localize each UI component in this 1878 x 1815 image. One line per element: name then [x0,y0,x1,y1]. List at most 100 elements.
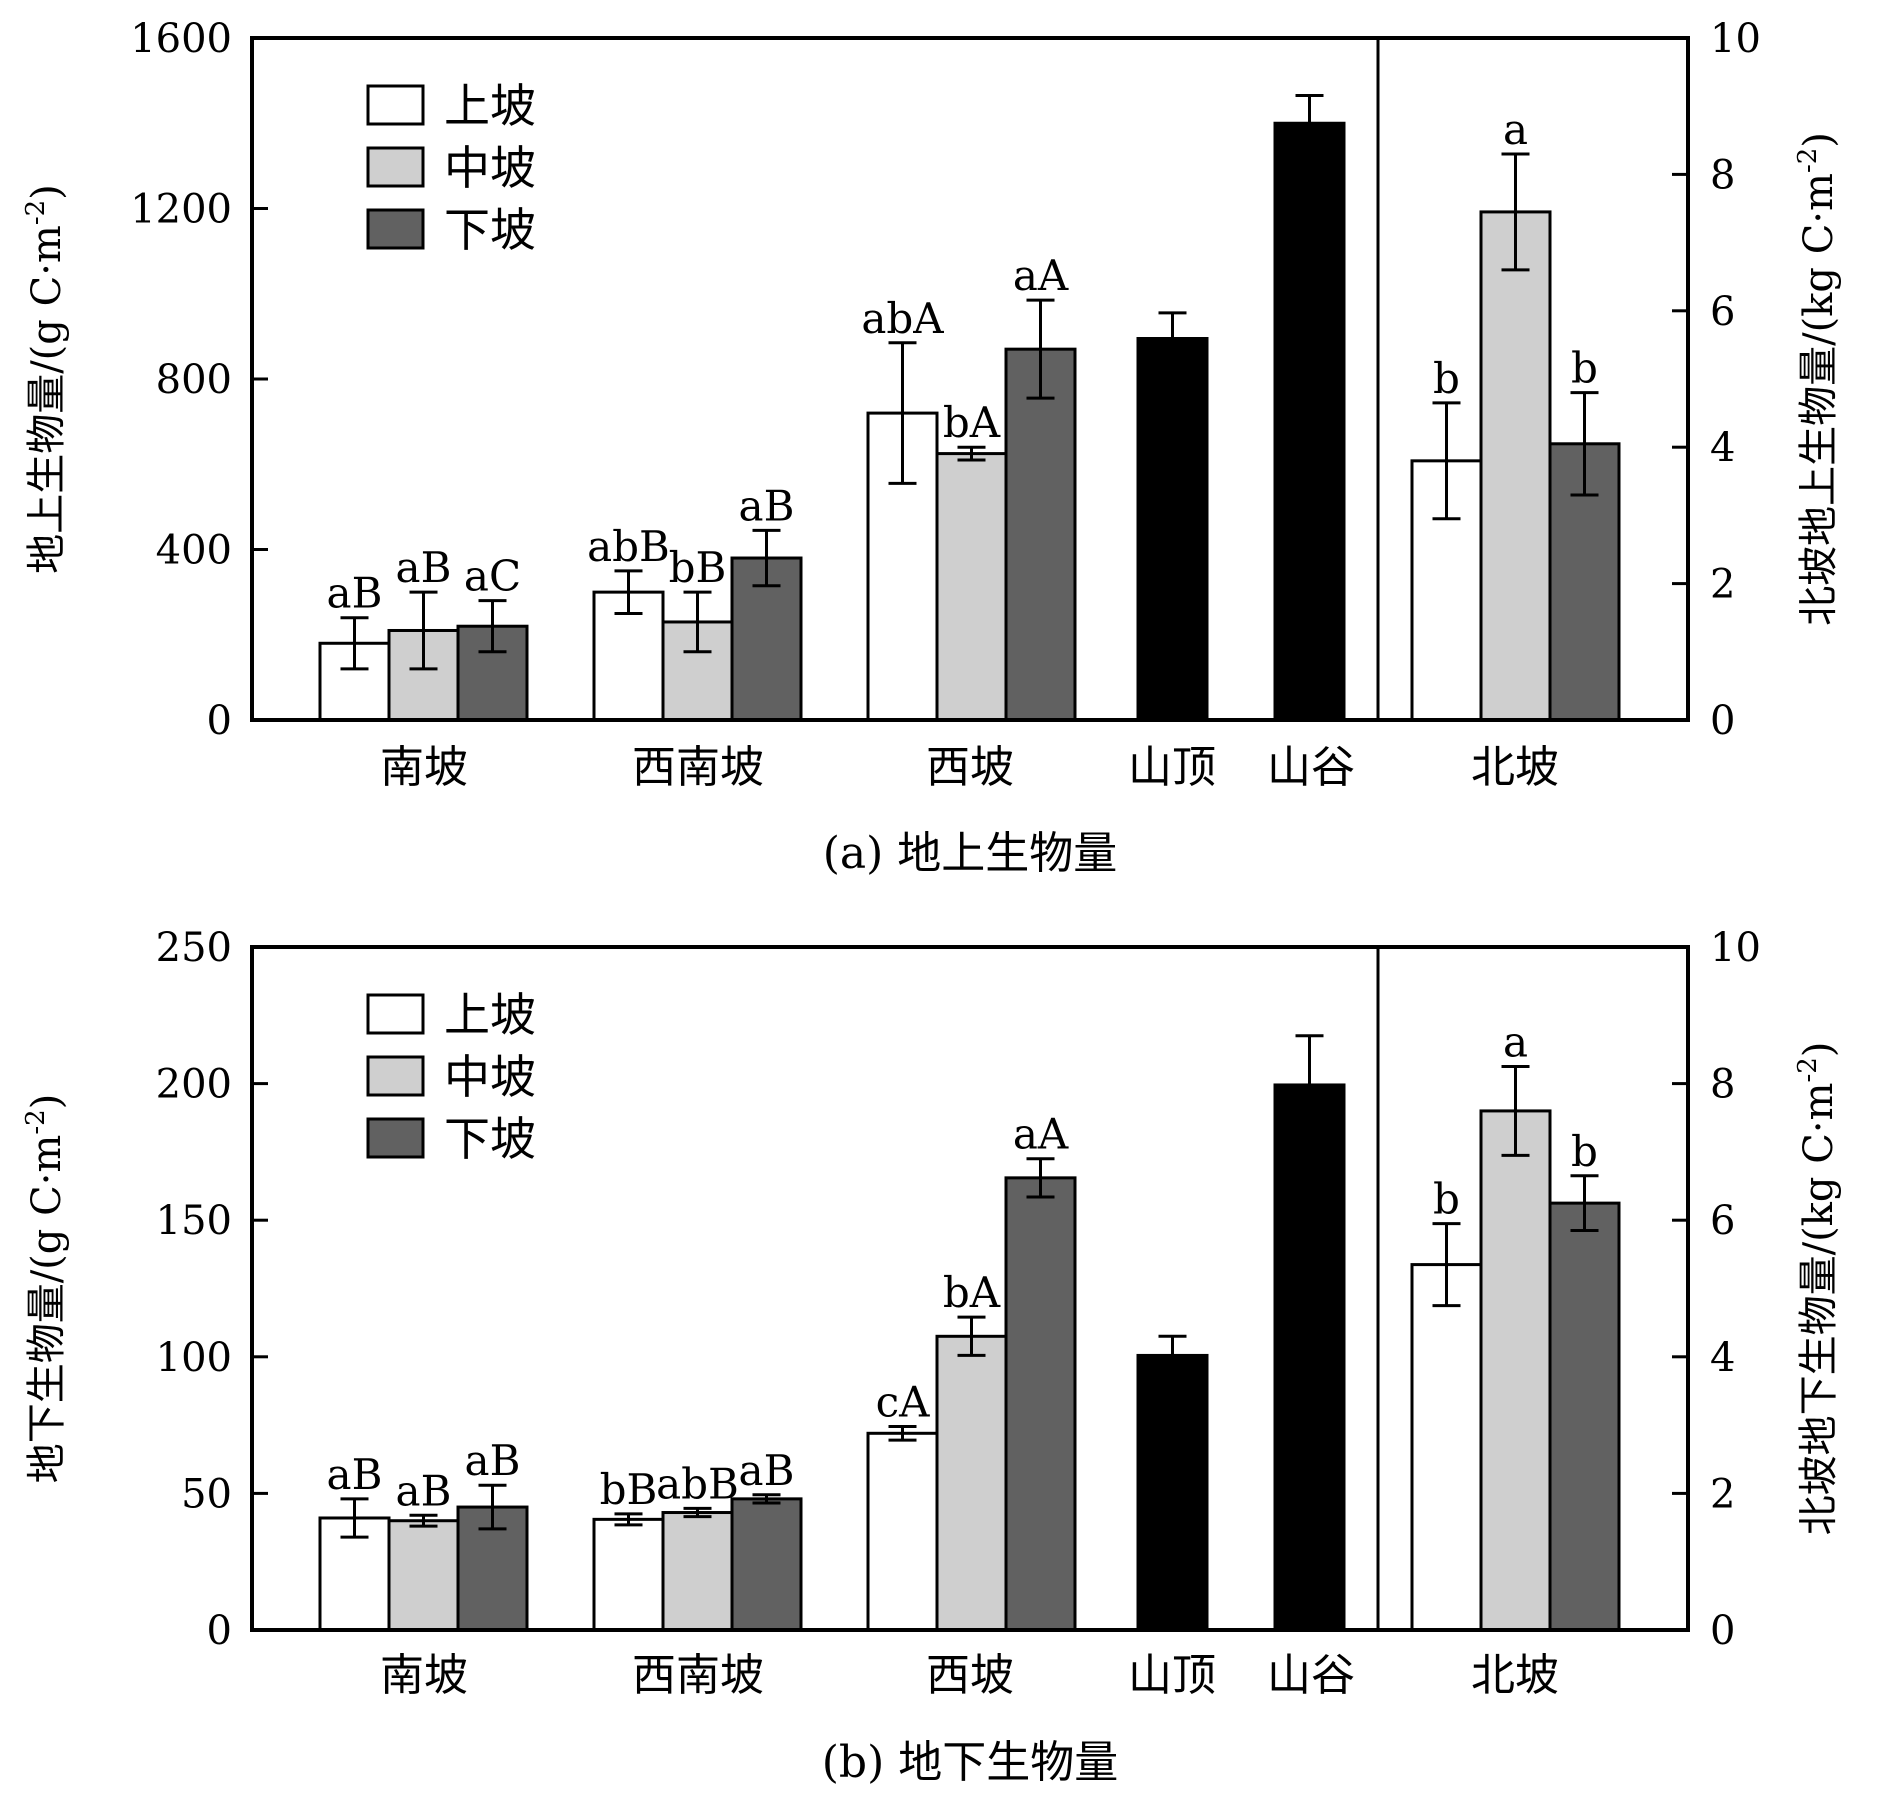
bar-group: 山顶 [1128,311,1216,793]
legend-swatch [366,146,425,188]
significance-letter: bA [943,1268,1001,1317]
bar [935,452,1008,722]
right-axis-title-sup: -2 [1793,1057,1823,1082]
bar [866,1431,939,1632]
bar [1273,121,1346,722]
bar [592,1517,665,1632]
left-axis: 0 50 100 150 200 250 [156,925,268,1654]
error-bar [478,1483,507,1531]
right-tick-label: 8 [1710,1062,1735,1108]
significance-letter: abB [587,522,670,571]
legend-label: 下坡 [444,203,536,257]
left-tick-label: 0 [207,698,232,744]
right-tick-label: 4 [1710,1335,1735,1381]
significance-letter: aB [739,481,795,530]
significance-letter: aA [1013,1110,1069,1159]
right-tick-label: 0 [1710,1608,1735,1654]
right-tick-label: 2 [1710,562,1735,608]
significance-letter: b [1571,1127,1598,1176]
right-axis-title: 北坡地下生物量/(kg C·m-2) [1793,1042,1842,1536]
category-label: 山顶 [1128,742,1216,793]
legend-swatch [366,1055,425,1097]
error-bar [752,528,781,588]
significance-letter: b [1433,354,1460,403]
error-bar [1158,1334,1187,1377]
left-axis-title-main: 地上生物量/(g C·m [24,225,70,574]
left-axis: 0 400 800 1200 1600 [130,16,268,744]
left-axis-title-close: ) [24,1094,70,1110]
category-label: 北坡 [1471,742,1559,793]
right-tick-label: 6 [1710,289,1735,335]
significance-letter: aC [464,552,521,601]
left-tick-label: 1200 [130,187,232,233]
left-tick-label: 1600 [130,16,232,62]
bar [1004,1176,1077,1632]
legend-label: 上坡 [444,988,536,1042]
left-tick-label: 400 [156,528,232,574]
right-tick-label: 8 [1710,152,1735,198]
significance-letter: aB [327,569,383,618]
error-bar [1026,1157,1055,1199]
left-axis-title-sup: -2 [21,1109,51,1134]
category-label: 南坡 [380,1650,468,1701]
legend-label: 中坡 [444,141,536,195]
category-label: 山谷 [1267,742,1355,793]
bar-group: aB aB aB 南坡 [318,1434,529,1701]
significance-letter: abA [861,294,944,343]
error-bar [957,445,986,462]
left-tick-label: 250 [156,925,232,971]
significance-letter: cA [876,1377,931,1426]
right-axis: 0 2 4 6 8 10 [1672,925,1761,1654]
error-bar [1295,1034,1324,1136]
error-bar [1432,401,1461,521]
bar-group: b a b 北坡 [1410,1015,1621,1701]
left-tick-label: 100 [156,1335,232,1381]
left-axis-title: 地下生物量/(g C·m-2) [21,1094,70,1484]
legend-label: 中坡 [444,1050,536,1104]
significance-letter: aA [1013,251,1069,300]
error-bar [888,1424,917,1442]
bar [387,1519,460,1632]
right-axis-title-close: ) [1796,1042,1842,1058]
significance-letter: aB [396,543,452,592]
right-axis-title-main: 北坡地下生物量/(kg C·m [1796,1083,1842,1536]
legend-label: 上坡 [444,79,536,133]
right-tick-label: 10 [1710,925,1761,971]
right-tick-label: 10 [1710,16,1761,62]
error-bar [409,590,438,671]
left-axis-title-close: ) [24,184,70,200]
bar [1004,347,1077,722]
error-bar [614,569,643,615]
significance-letter: a [1503,105,1528,154]
significance-letter: bB [669,543,727,592]
bar [730,1497,803,1632]
bar [1479,1109,1552,1632]
bar [1479,210,1552,722]
significance-letter: abB [656,1459,739,1508]
right-axis-title: 北坡地上生物量/(kg C·m-2) [1793,132,1842,626]
bar [1136,337,1209,722]
error-bar [683,590,712,654]
error-bar [1570,1174,1599,1232]
significance-letter: bA [943,398,1001,447]
category-label: 南坡 [380,742,468,793]
significance-letter: b [1571,344,1598,393]
category-label: 西南坡 [632,742,764,793]
bar [935,1334,1008,1632]
bar-group: 山谷 [1267,94,1355,793]
right-tick-label: 2 [1710,1471,1735,1517]
error-bar [340,616,369,671]
bar-group: abA bA aA 西坡 [859,249,1077,793]
legend-swatch [366,993,425,1035]
category-label: 西坡 [926,1650,1014,1701]
significance-letter: bB [600,1465,658,1514]
left-tick-label: 150 [156,1198,232,1244]
right-tick-label: 0 [1710,698,1735,744]
significance-letter: aB [396,1466,452,1515]
left-axis-title-main: 地下生物量/(g C·m [24,1135,70,1484]
error-bar [340,1497,369,1539]
